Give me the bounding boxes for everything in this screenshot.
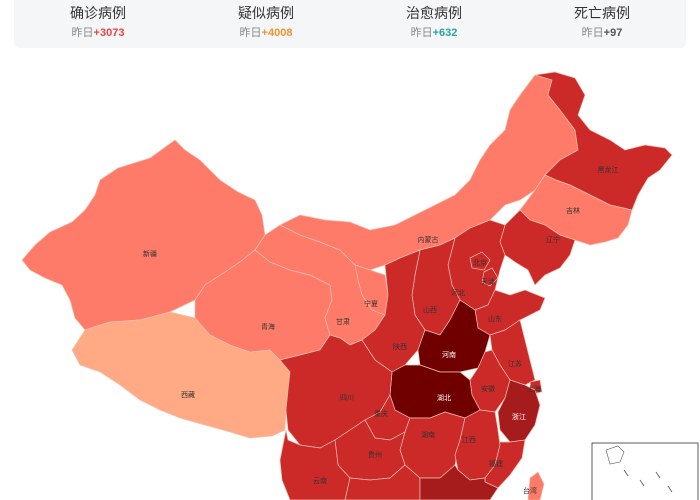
label-liaoning: 辽宁 [546, 235, 560, 244]
stat-delta: 昨日+632 [350, 26, 518, 40]
stat-title: 疑似病例 [238, 5, 294, 21]
label-jilin: 吉林 [566, 206, 580, 215]
label-yunnan: 云南 [313, 476, 327, 485]
inset-islands [623, 469, 673, 493]
label-tianjin: 天津 [481, 278, 495, 286]
stat-title: 死亡病例 [574, 5, 630, 21]
delta-value: +632 [432, 27, 458, 39]
label-ningxia: 宁夏 [364, 299, 378, 308]
label-hebei: 河北 [451, 289, 465, 297]
label-guizhou: 贵州 [368, 450, 382, 459]
label-zhejiang: 浙江 [512, 412, 526, 421]
label-beijing: 北京 [473, 258, 487, 267]
delta-value: +97 [603, 27, 623, 39]
delta-prefix: 昨日 [71, 27, 94, 39]
stat-confirmed: 确诊病例 昨日+3073 [14, 0, 182, 48]
delta-prefix: 昨日 [239, 27, 262, 39]
province-fujian[interactable] [484, 429, 526, 489]
stat-title: 治愈病例 [406, 5, 462, 21]
label-neimenggu: 内蒙古 [418, 235, 439, 244]
label-sichuan: 四川 [340, 394, 354, 402]
label-hubei: 湖北 [437, 393, 451, 402]
label-qinghai: 青海 [261, 322, 275, 331]
label-gansu: 甘肃 [336, 317, 350, 326]
province-guangxi[interactable] [344, 464, 421, 500]
province-shaanxi[interactable] [361, 249, 426, 373]
delta-value: +4008 [261, 27, 293, 39]
label-xizang: 西藏 [181, 390, 195, 399]
stat-suspected: 疑似病例 昨日+4008 [182, 0, 350, 48]
stat-title: 确诊病例 [70, 5, 126, 21]
delta-prefix: 昨日 [410, 27, 433, 39]
province-tianjin[interactable] [481, 267, 499, 287]
label-heilongjiang: 黑龙江 [598, 165, 619, 174]
label-chongqing: 重庆 [374, 409, 388, 418]
province-hubei[interactable] [389, 364, 481, 419]
label-shaanxi: 陕西 [393, 342, 407, 351]
stat-cured: 治愈病例 昨日+632 [350, 0, 518, 48]
delta-prefix: 昨日 [581, 27, 604, 39]
label-henan: 河南 [442, 350, 456, 359]
inset-coast [605, 445, 625, 465]
province-yunnan[interactable] [279, 429, 351, 500]
label-shanghai: 上海 [527, 384, 541, 393]
province-guangdong[interactable] [419, 464, 499, 500]
label-anhui: 安徽 [481, 384, 495, 393]
label-xinjiang: 新疆 [143, 249, 157, 258]
province-taiwan[interactable] [527, 471, 545, 500]
stats-bar: 确诊病例 昨日+3073 疑似病例 昨日+4008 治愈病例 昨日+632 死亡… [14, 0, 686, 48]
stat-delta: 昨日+3073 [14, 26, 182, 40]
province-liaoning[interactable] [499, 209, 576, 286]
label-jiangxi: 江西 [462, 436, 476, 444]
province-beijing[interactable] [469, 251, 491, 271]
label-hunan: 湖南 [421, 430, 435, 439]
label-jiangsu: 江苏 [508, 359, 522, 368]
province-heilongjiang[interactable] [534, 71, 673, 211]
label-shanxi: 山西 [423, 305, 437, 314]
stat-delta: 昨日+4008 [182, 26, 350, 40]
label-shandong: 山东 [488, 314, 502, 323]
province-zhejiang[interactable] [497, 379, 541, 443]
label-taiwan: 台湾 [523, 486, 537, 495]
stat-delta: 昨日+97 [518, 26, 686, 40]
label-fujian: 福建 [489, 459, 503, 468]
delta-value: +3073 [93, 27, 125, 39]
stat-deaths: 死亡病例 昨日+97 [518, 0, 686, 48]
